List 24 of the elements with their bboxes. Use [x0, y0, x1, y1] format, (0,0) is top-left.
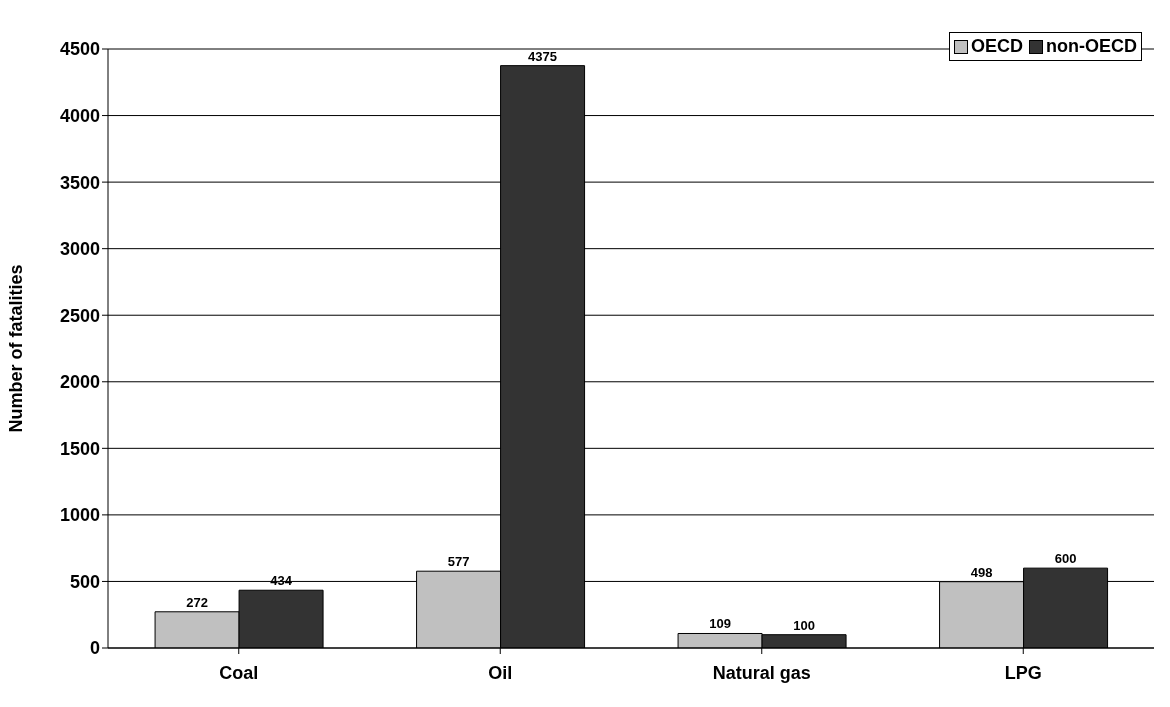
legend-label: non-OECD	[1045, 36, 1137, 57]
legend-label: OECD	[970, 36, 1024, 57]
data-label: 600	[1054, 551, 1077, 567]
data-label: 498	[970, 564, 993, 580]
x-tick-label: Coal	[219, 662, 259, 683]
y-tick-label: 2500	[59, 305, 100, 326]
data-label: 272	[186, 594, 208, 610]
y-tick-label: 4500	[59, 39, 100, 60]
y-axis-title: Number of fatalities	[6, 264, 27, 433]
y-tick-label: 1500	[59, 438, 100, 459]
x-tick-label: LPG	[1004, 662, 1042, 683]
y-tick-label: 0	[89, 638, 100, 659]
data-label: 100	[793, 617, 815, 633]
y-tick-label: 1000	[59, 505, 100, 526]
y-tick-label: 3000	[59, 239, 100, 260]
y-tick-label: 4000	[59, 105, 100, 126]
data-label: 577	[447, 554, 470, 570]
y-tick-label: 2000	[59, 372, 100, 393]
data-label: 4375	[528, 48, 558, 64]
y-tick-label: 3500	[59, 172, 100, 193]
x-tick-label: Natural gas	[712, 662, 811, 683]
data-label: 109	[709, 616, 731, 632]
x-tick-label: Oil	[488, 662, 513, 683]
y-tick-label: 500	[69, 571, 100, 592]
